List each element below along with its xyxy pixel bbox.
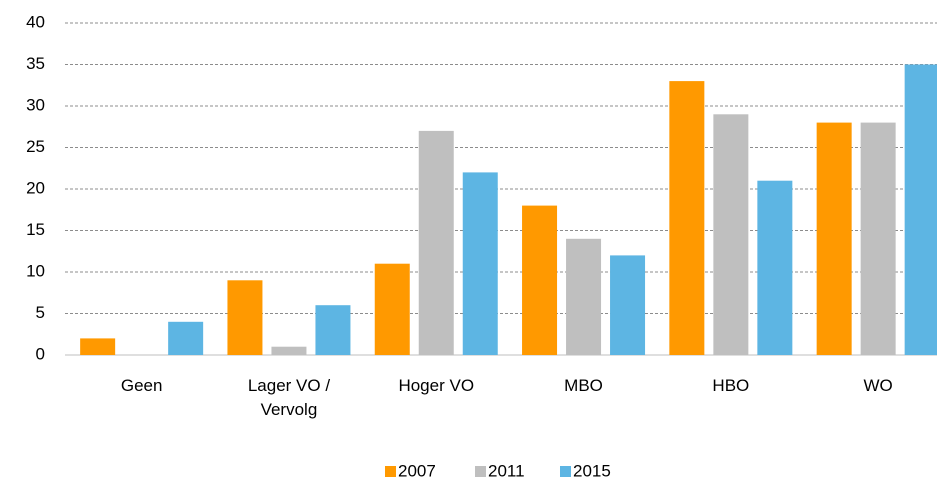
legend-label: 2011 [488,461,525,480]
x-tick-label: HBO [712,376,750,395]
bar [816,122,852,355]
y-tick-label: 0 [36,344,45,363]
x-tick-label: Geen [120,376,163,395]
bar [713,114,749,355]
bar [522,205,558,355]
bar [462,172,498,355]
legend-swatch [475,466,486,477]
bar [860,122,896,355]
legend-label: 2007 [398,461,436,480]
x-tick-label: WO [863,376,893,395]
y-tick-label: 30 [26,95,45,114]
bar [227,280,263,355]
y-tick-label: 35 [26,54,45,73]
x-tick-label: Lager VO / Vervolg [247,376,331,419]
x-tick-label: MBO [564,376,603,395]
bar [80,338,116,355]
bar [374,263,410,355]
bar [669,81,705,355]
bar [610,255,646,355]
legend-swatch [385,466,396,477]
bar [566,238,602,355]
y-tick-label: 15 [26,220,45,239]
legend-swatch [560,466,571,477]
bar [271,346,307,355]
bar [904,64,937,355]
bar [757,180,793,355]
y-tick-label: 10 [26,261,45,280]
bar [418,130,454,355]
bar [315,305,351,355]
y-tick-label: 5 [36,303,45,322]
y-tick-label: 20 [26,178,45,197]
bar [168,321,204,355]
y-tick-label: 40 [26,12,45,31]
legend-label: 2015 [573,461,611,480]
y-tick-label: 25 [26,137,45,156]
x-tick-label: Hoger VO [398,376,475,395]
